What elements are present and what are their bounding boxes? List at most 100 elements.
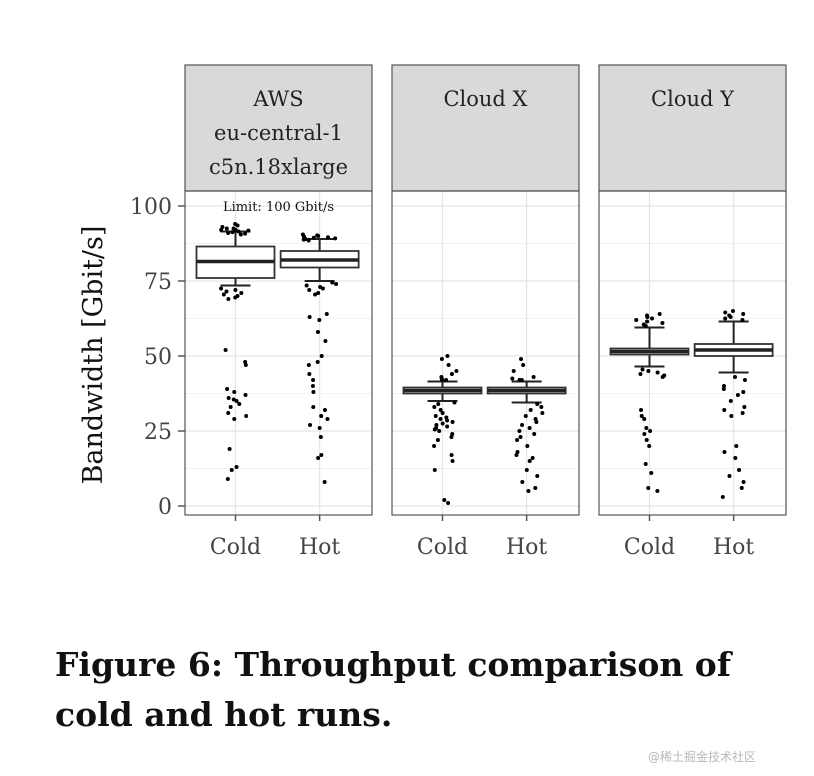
outlier-point: [319, 453, 324, 457]
outlier-point: [639, 408, 644, 412]
outlier-point: [229, 468, 234, 472]
outlier-point: [433, 414, 438, 418]
outlier-point: [531, 375, 536, 379]
outlier-point: [225, 387, 230, 391]
outlier-point: [634, 318, 639, 322]
outlier-point: [638, 372, 643, 376]
outlier-point: [219, 286, 224, 291]
outlier-point: [442, 498, 447, 502]
outlier-point: [519, 357, 524, 361]
outlier-point: [655, 489, 660, 493]
outlier-point: [233, 295, 238, 300]
outlier-point: [721, 387, 726, 391]
outlier-point: [449, 372, 454, 376]
outlier-point: [308, 423, 313, 427]
outlier-point: [244, 414, 249, 418]
y-tick-label: 100: [130, 195, 172, 220]
outlier-point: [311, 235, 316, 240]
outlier-point: [532, 432, 537, 436]
outlier-point: [539, 405, 544, 409]
panel-strip-2: [391, 64, 580, 192]
outlier-point: [316, 291, 321, 295]
outlier-point: [306, 238, 311, 243]
outlier-point: [519, 378, 524, 382]
outlier-point: [232, 417, 237, 421]
outlier-point: [525, 444, 530, 448]
panel-strip-3: [598, 64, 787, 192]
outlier-point: [226, 396, 231, 400]
outlier-point: [236, 229, 241, 234]
outlier-point: [515, 450, 520, 454]
outlier-point: [311, 390, 316, 394]
y-tick-label: 50: [144, 345, 172, 370]
outlier-point: [515, 438, 520, 442]
outlier-point: [528, 408, 533, 412]
outlier-point: [220, 225, 225, 229]
outlier-point: [223, 348, 228, 352]
x-tick-label: Hot: [506, 535, 547, 560]
outlier-point: [313, 292, 318, 297]
outlier-point: [311, 378, 316, 382]
outlier-point: [226, 297, 231, 301]
outlier-point: [237, 402, 242, 406]
outlier-point: [533, 417, 538, 421]
outlier-point: [728, 315, 733, 319]
outlier-point: [721, 384, 726, 388]
outlier-point: [432, 405, 437, 409]
outlier-point: [315, 330, 320, 334]
outlier-point: [311, 405, 316, 409]
outlier-point: [444, 415, 449, 420]
outlier-point: [440, 421, 445, 426]
figure-caption: Figure 6: Throughput comparison of cold …: [55, 645, 732, 734]
outlier-point: [450, 420, 455, 424]
outlier-point: [310, 384, 315, 388]
outlier-point: [227, 447, 232, 451]
outlier-point: [307, 372, 312, 376]
outlier-point: [660, 321, 665, 325]
outlier-point: [649, 471, 654, 475]
outlier-point: [645, 319, 650, 324]
outlier-point: [219, 228, 224, 232]
panel-title-line: eu-central-1: [214, 121, 343, 145]
outlier-point: [230, 230, 235, 235]
outlier-point: [657, 312, 662, 316]
outlier-point: [540, 411, 545, 415]
outlier-point: [740, 318, 745, 322]
outlier-point: [228, 405, 233, 409]
outlier-point: [334, 282, 339, 286]
outlier-point: [319, 414, 324, 418]
outlier-point: [533, 486, 538, 490]
outlier-point: [728, 399, 733, 403]
outlier-point: [727, 474, 732, 478]
outlier-point: [226, 231, 231, 235]
outlier-point: [432, 427, 437, 432]
outlier-point: [517, 429, 522, 433]
outlier-point: [333, 236, 338, 241]
outlier-point: [437, 429, 442, 433]
outlier-point: [224, 226, 229, 231]
outlier-point: [735, 393, 740, 397]
outlier-point: [644, 438, 649, 442]
outlier-point: [650, 316, 655, 321]
outlier-point: [225, 477, 230, 481]
y-axis-label: Bandwidth [Gbit/s]: [78, 226, 109, 485]
outlier-point: [535, 402, 540, 406]
outlier-point: [732, 375, 737, 379]
outlier-point: [646, 486, 651, 490]
panel-border: [598, 190, 787, 516]
outlier-point: [534, 420, 539, 424]
outlier-point: [530, 456, 535, 460]
outlier-point: [741, 312, 746, 316]
outlier-point: [722, 408, 727, 412]
outlier-point: [644, 426, 649, 430]
y-tick-label: 0: [158, 495, 172, 520]
panel-border: [184, 190, 373, 516]
outlier-point: [741, 480, 746, 484]
outlier-point: [446, 363, 451, 367]
outlier-point: [660, 375, 665, 379]
outlier-point: [307, 288, 312, 292]
outlier-point: [330, 280, 335, 285]
outlier-point: [320, 286, 325, 291]
x-tick-label: Cold: [417, 535, 468, 560]
outlier-point: [730, 309, 735, 313]
